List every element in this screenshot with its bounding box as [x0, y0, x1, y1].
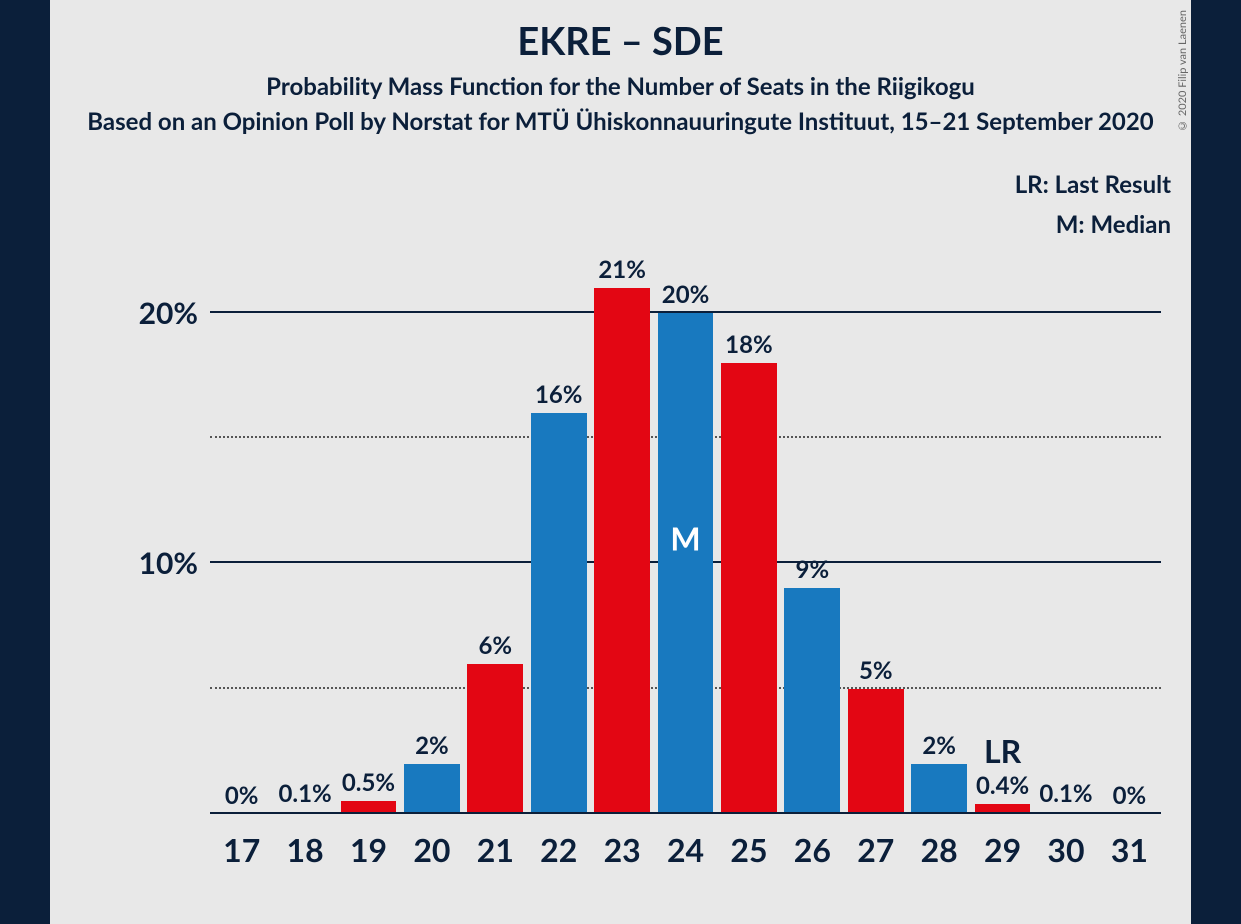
bar-value-label: 18%	[725, 330, 773, 359]
bar-slot: 0.5%	[337, 250, 400, 814]
chart-container: © 2020 Filip van Laenen EKRE – SDE Proba…	[0, 0, 1241, 924]
x-tick-label: 31	[1098, 830, 1161, 869]
x-tick-label: 29	[971, 830, 1034, 869]
bar-value-label: 0.1%	[278, 779, 331, 808]
bar-slot: 0.4%LR	[971, 250, 1034, 814]
plot-inner: 20%10% 0%0.1%0.5%2%6%16%21%20%M18%9%5%2%…	[210, 250, 1161, 814]
chart-subtitle-2: Based on an Opinion Poll by Norstat for …	[10, 107, 1231, 136]
bar-slot: 21%	[590, 250, 653, 814]
x-tick-label: 28	[907, 830, 970, 869]
x-axis-line	[210, 812, 1161, 814]
y-tick-label: 10%	[139, 545, 210, 581]
x-tick-label: 25	[717, 830, 780, 869]
bar-slot: 0%	[1098, 250, 1161, 814]
bar: 2%	[911, 764, 967, 814]
bar-slot: 0%	[210, 250, 273, 814]
x-tick-label: 30	[1034, 830, 1097, 869]
x-axis-ticks: 171819202122232425262728293031	[210, 830, 1161, 869]
bar-slot: 5%	[844, 250, 907, 814]
bar-slot: 0.1%	[1034, 250, 1097, 814]
bars-group: 0%0.1%0.5%2%6%16%21%20%M18%9%5%2%0.4%LR0…	[210, 250, 1161, 814]
bar-value-label: 6%	[479, 631, 513, 660]
copyright-text: © 2020 Filip van Laenen	[1176, 10, 1189, 132]
right-stripe	[1191, 0, 1241, 924]
bar-value-label: 2%	[415, 731, 449, 760]
bar-slot: 2%	[907, 250, 970, 814]
bar-slot: 20% M	[654, 250, 717, 814]
bar-value-label: 0%	[225, 781, 259, 810]
bar-slot: 6%	[464, 250, 527, 814]
x-tick-label: 20	[400, 830, 463, 869]
x-tick-label: 18	[273, 830, 336, 869]
bar: 21%	[594, 288, 650, 814]
x-tick-label: 23	[590, 830, 653, 869]
plot-area: 20%10% 0%0.1%0.5%2%6%16%21%20%M18%9%5%2%…	[210, 250, 1161, 814]
y-tick-label: 20%	[139, 295, 210, 331]
bar: 20%M	[658, 313, 714, 814]
x-tick-label: 22	[527, 830, 590, 869]
bar-slot: 16%	[527, 250, 590, 814]
bar: 2%	[404, 764, 460, 814]
bar: 6%	[467, 664, 523, 814]
bar-value-label: 21%	[598, 255, 646, 284]
chart-title: EKRE – SDE	[50, 0, 1191, 64]
bar: 5%	[848, 689, 904, 814]
x-tick-label: 24	[654, 830, 717, 869]
bar-slot: 18%	[717, 250, 780, 814]
bar-value-label: 2%	[922, 731, 956, 760]
chart-main: © 2020 Filip van Laenen EKRE – SDE Proba…	[50, 0, 1191, 924]
bar-value-label: 0.5%	[342, 768, 395, 797]
x-tick-label: 26	[781, 830, 844, 869]
bar-value-label: 5%	[859, 656, 893, 685]
x-tick-label: 21	[464, 830, 527, 869]
bar: 18%	[721, 363, 777, 814]
bar-value-label: 9%	[796, 555, 830, 584]
bar-slot: 9%	[781, 250, 844, 814]
legend-median: M: Median	[1056, 210, 1171, 239]
bar-value-label: 0.4%	[976, 771, 1029, 800]
bar-value-label: 16%	[535, 380, 583, 409]
bar: 9%	[784, 588, 840, 814]
last-result-marker: LR	[975, 731, 1031, 770]
x-tick-label: 17	[210, 830, 273, 869]
x-tick-label: 27	[844, 830, 907, 869]
bar-value-label: 20%	[662, 280, 710, 309]
chart-subtitle-1: Probability Mass Function for the Number…	[50, 72, 1191, 101]
bar: 16%	[531, 413, 587, 814]
bar-value-label: 0%	[1113, 781, 1147, 810]
bar-value-label: 0.1%	[1039, 779, 1092, 808]
left-stripe	[0, 0, 50, 924]
legend-last-result: LR: Last Result	[1015, 170, 1171, 199]
x-tick-label: 19	[337, 830, 400, 869]
bar-slot: 2%	[400, 250, 463, 814]
median-marker: M	[658, 519, 714, 558]
bar-slot: 0.1%	[273, 250, 336, 814]
